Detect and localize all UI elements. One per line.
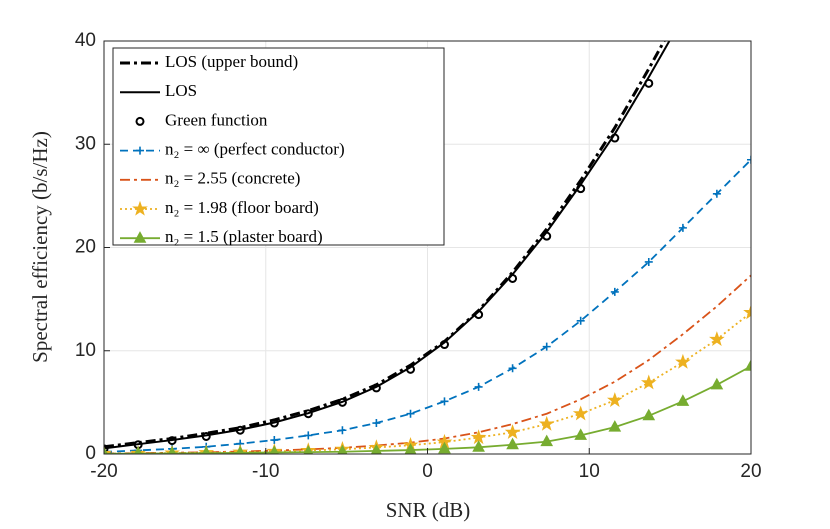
marker — [167, 436, 177, 446]
marker — [576, 316, 585, 325]
marker — [370, 443, 382, 454]
marker — [474, 382, 483, 391]
marker — [540, 434, 554, 447]
marker — [372, 419, 381, 428]
marker — [235, 425, 245, 435]
marker — [269, 418, 279, 428]
marker — [270, 436, 279, 445]
marker — [440, 397, 449, 406]
x-tick-label: 10 — [579, 461, 600, 482]
marker — [606, 392, 623, 407]
marker — [438, 441, 451, 454]
marker — [304, 431, 313, 440]
marker — [608, 420, 622, 432]
x-tick-label: 0 — [422, 461, 433, 482]
x-tick-label: -10 — [252, 461, 279, 482]
series-line — [104, 41, 666, 449]
x-tick-label: 20 — [740, 461, 761, 482]
marker — [201, 446, 211, 454]
legend-label: n₂ = 1.98 (floor board) — [165, 198, 319, 217]
marker — [506, 437, 519, 450]
marker — [710, 377, 724, 390]
marker — [235, 445, 245, 454]
marker — [678, 223, 687, 232]
marker — [743, 304, 751, 320]
marker — [576, 184, 586, 194]
legend-label: Green function — [165, 110, 268, 129]
marker — [709, 331, 725, 347]
series-line — [104, 41, 671, 450]
marker — [371, 383, 381, 393]
marker — [135, 116, 145, 126]
marker — [132, 200, 148, 216]
marker — [303, 409, 313, 419]
y-axis-label: Spectral efficiency (b/s/Hz) — [28, 131, 52, 363]
marker — [712, 189, 721, 198]
marker — [508, 273, 518, 283]
marker — [337, 397, 347, 407]
legend: LOS (upper bound) LOS Green function n₂ = ∞… — [120, 52, 345, 246]
marker — [675, 353, 691, 369]
marker — [136, 146, 144, 155]
marker — [337, 444, 348, 454]
legend-box — [112, 47, 445, 246]
legend-label: n₂ = 1.5 (plaster board) — [165, 227, 323, 246]
x-axis-label: SNR (dB) — [386, 498, 471, 522]
marker — [303, 445, 314, 454]
x-tick-label: -20 — [90, 461, 117, 482]
marker — [167, 446, 177, 454]
marker — [642, 408, 656, 421]
y-tick-label: 20 — [75, 237, 96, 258]
y-tick-label: 30 — [75, 133, 96, 154]
marker — [504, 424, 521, 439]
marker — [474, 310, 484, 320]
marker — [610, 287, 619, 296]
y-tick-label: 10 — [75, 340, 96, 361]
marker — [542, 342, 551, 351]
marker — [644, 78, 654, 88]
marker — [406, 364, 416, 374]
marker — [201, 431, 211, 441]
marker — [472, 440, 485, 452]
marker — [439, 340, 449, 350]
marker — [104, 446, 108, 454]
marker — [404, 443, 417, 454]
marker — [269, 445, 280, 454]
marker — [133, 231, 147, 243]
marker — [572, 405, 589, 421]
series-line — [104, 274, 751, 454]
y-tick-label: 0 — [85, 443, 96, 464]
marker — [640, 374, 657, 390]
marker — [644, 257, 653, 266]
legend-label: n₂ = ∞ (perfect conductor) — [165, 140, 345, 159]
series-line — [104, 159, 751, 453]
marker — [744, 359, 751, 371]
ticks: -20 -10 0 10 20 0 10 20 30 40 — [75, 30, 762, 482]
legend-label: n₂ = 2.55 (concrete) — [165, 169, 300, 188]
marker — [508, 364, 517, 373]
marker — [134, 446, 143, 454]
legend-label: LOS (upper bound) — [165, 52, 298, 71]
marker — [574, 428, 588, 440]
y-tick-label: 40 — [75, 30, 96, 51]
marker — [676, 394, 690, 406]
marker — [610, 133, 620, 143]
marker — [747, 155, 751, 164]
marker — [542, 231, 552, 241]
marker — [338, 426, 347, 435]
marker — [406, 409, 415, 418]
legend-label: LOS — [165, 81, 197, 100]
marker — [538, 415, 555, 431]
marker — [104, 444, 109, 454]
